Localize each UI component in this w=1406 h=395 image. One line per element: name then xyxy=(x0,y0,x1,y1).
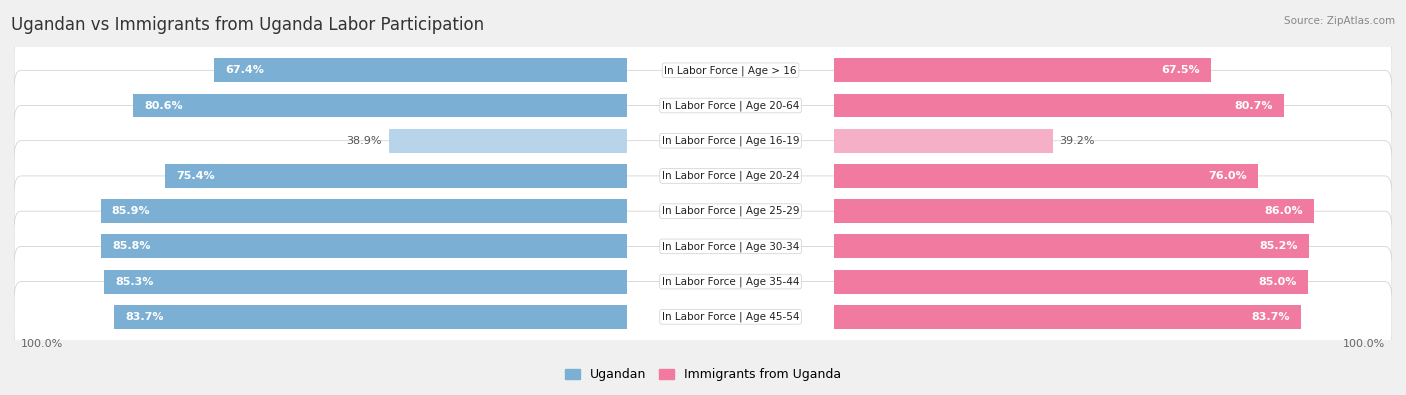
Text: 85.9%: 85.9% xyxy=(111,206,150,216)
Text: Ugandan vs Immigrants from Uganda Labor Participation: Ugandan vs Immigrants from Uganda Labor … xyxy=(11,16,485,34)
Text: 100.0%: 100.0% xyxy=(21,339,63,349)
Text: In Labor Force | Age 30-34: In Labor Force | Age 30-34 xyxy=(662,241,799,252)
Text: In Labor Force | Age 35-44: In Labor Force | Age 35-44 xyxy=(662,276,799,287)
Text: Source: ZipAtlas.com: Source: ZipAtlas.com xyxy=(1284,16,1395,26)
Text: In Labor Force | Age 20-64: In Labor Force | Age 20-64 xyxy=(662,100,799,111)
FancyBboxPatch shape xyxy=(14,105,1392,176)
Text: 85.2%: 85.2% xyxy=(1260,241,1298,251)
FancyBboxPatch shape xyxy=(14,211,1392,282)
Text: In Labor Force | Age 25-29: In Labor Force | Age 25-29 xyxy=(662,206,799,216)
Text: 85.0%: 85.0% xyxy=(1258,276,1298,287)
Text: 75.4%: 75.4% xyxy=(176,171,215,181)
Text: In Labor Force | Age 20-24: In Labor Force | Age 20-24 xyxy=(662,171,799,181)
Bar xyxy=(104,270,627,293)
Text: 83.7%: 83.7% xyxy=(125,312,163,322)
Bar xyxy=(100,199,627,223)
Bar xyxy=(834,164,1258,188)
FancyBboxPatch shape xyxy=(14,70,1392,141)
FancyBboxPatch shape xyxy=(14,35,1392,105)
Text: 76.0%: 76.0% xyxy=(1208,171,1247,181)
Text: In Labor Force | Age 16-19: In Labor Force | Age 16-19 xyxy=(662,135,799,146)
Text: 39.2%: 39.2% xyxy=(1060,136,1095,146)
FancyBboxPatch shape xyxy=(14,282,1392,352)
Bar xyxy=(114,305,627,329)
Text: 83.7%: 83.7% xyxy=(1251,312,1289,322)
FancyBboxPatch shape xyxy=(14,176,1392,246)
Text: In Labor Force | Age > 16: In Labor Force | Age > 16 xyxy=(664,65,797,75)
Text: In Labor Force | Age 45-54: In Labor Force | Age 45-54 xyxy=(662,312,799,322)
Text: 85.8%: 85.8% xyxy=(112,241,150,251)
Bar xyxy=(214,58,627,82)
Text: 86.0%: 86.0% xyxy=(1264,206,1303,216)
Text: 100.0%: 100.0% xyxy=(1343,339,1385,349)
Bar xyxy=(165,164,627,188)
Bar xyxy=(388,129,627,153)
Legend: Ugandan, Immigrants from Uganda: Ugandan, Immigrants from Uganda xyxy=(560,363,846,386)
Bar xyxy=(101,234,627,258)
FancyBboxPatch shape xyxy=(14,141,1392,211)
Bar xyxy=(834,270,1308,293)
Bar xyxy=(834,234,1309,258)
FancyBboxPatch shape xyxy=(14,246,1392,317)
Text: 38.9%: 38.9% xyxy=(346,136,382,146)
Bar xyxy=(134,94,627,117)
Bar xyxy=(834,199,1313,223)
Bar xyxy=(834,58,1211,82)
Bar xyxy=(834,94,1284,117)
Text: 67.5%: 67.5% xyxy=(1161,65,1199,75)
Bar xyxy=(834,129,1053,153)
Bar xyxy=(834,305,1301,329)
Text: 80.6%: 80.6% xyxy=(143,100,183,111)
Text: 85.3%: 85.3% xyxy=(115,276,153,287)
Text: 80.7%: 80.7% xyxy=(1234,100,1274,111)
Text: 67.4%: 67.4% xyxy=(225,65,264,75)
